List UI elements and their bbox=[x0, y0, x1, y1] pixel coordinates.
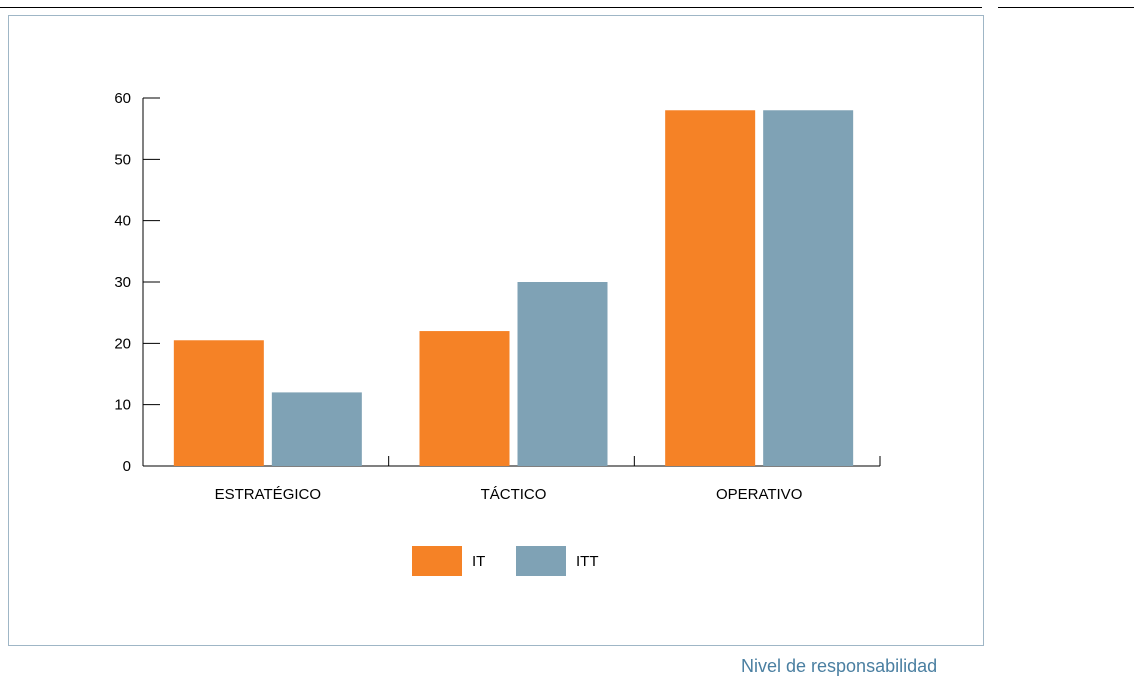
bar-it bbox=[419, 331, 510, 466]
y-tick-label: 50 bbox=[114, 151, 131, 168]
legend-swatch-it bbox=[412, 546, 462, 576]
axes: 0 10 20 30 40 50 60 ESTRATÉGICO TÁCTICO OPERATIVO bbox=[114, 90, 881, 503]
bar-it bbox=[173, 340, 264, 466]
y-tick-label: 40 bbox=[114, 213, 131, 230]
legend-label-itt: ITT bbox=[576, 553, 599, 570]
y-tick-label: 0 bbox=[123, 458, 131, 475]
y-tick-label: 60 bbox=[114, 90, 131, 107]
legend-swatch-itt bbox=[516, 546, 566, 576]
legend: IT ITT bbox=[412, 546, 599, 576]
top-divider bbox=[0, 7, 982, 8]
chart-frame bbox=[8, 15, 984, 646]
bar-itt bbox=[517, 282, 608, 466]
x-category-label: OPERATIVO bbox=[716, 486, 802, 503]
bar-it bbox=[665, 110, 756, 467]
bars bbox=[173, 110, 854, 467]
y-tick-label: 10 bbox=[114, 397, 131, 414]
x-category-label: TÁCTICO bbox=[481, 486, 547, 503]
y-tick-label: 30 bbox=[114, 274, 131, 291]
bar-itt bbox=[271, 392, 362, 466]
bar-itt bbox=[763, 110, 854, 467]
chart-caption: Nivel de responsabilidad bbox=[741, 656, 938, 676]
legend-label-it: IT bbox=[472, 553, 485, 570]
y-tick-label: 20 bbox=[114, 335, 131, 352]
top-divider-side bbox=[998, 7, 1134, 8]
x-category-label: ESTRATÉGICO bbox=[215, 486, 321, 503]
